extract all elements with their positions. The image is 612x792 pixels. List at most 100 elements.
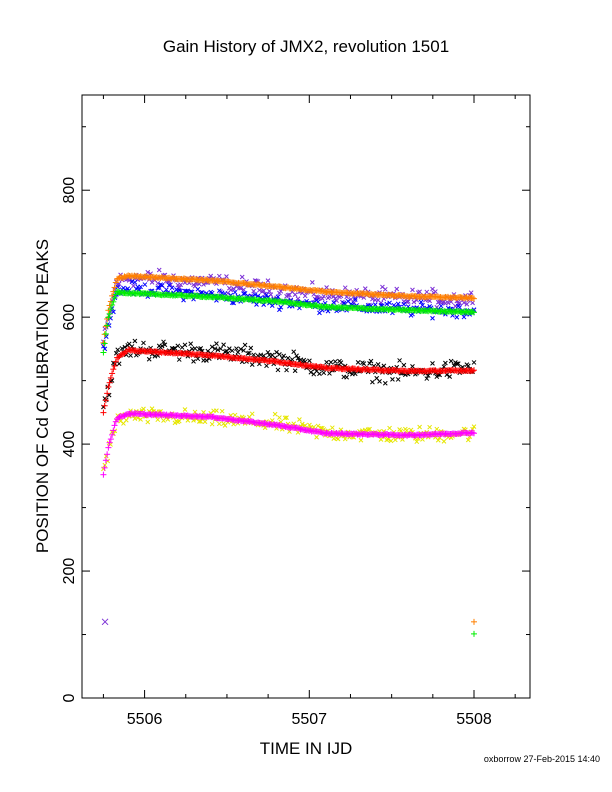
- data-point: [291, 349, 297, 355]
- data-point: [405, 299, 411, 304]
- data-point: [342, 285, 348, 291]
- footer-stamp: oxborrow 27-Feb-2015 14:40: [483, 754, 600, 764]
- data-point: [231, 286, 236, 292]
- data-point: [109, 302, 116, 309]
- data-point: [461, 300, 467, 306]
- data-point: [202, 419, 208, 425]
- data-point: [238, 285, 244, 291]
- data-point: [112, 358, 119, 365]
- data-point: [110, 427, 117, 434]
- data-point: [192, 346, 198, 351]
- data-point: [111, 363, 118, 370]
- data-point: [101, 464, 108, 471]
- data-point: [155, 280, 161, 286]
- data-point: [198, 290, 204, 296]
- data-point: [142, 282, 148, 287]
- data-point: [104, 322, 111, 329]
- data-point: [308, 369, 314, 375]
- data-point: [241, 348, 246, 353]
- data-point: [408, 427, 414, 433]
- data-point: [113, 350, 119, 356]
- data-point: [182, 342, 188, 348]
- data-point: [395, 301, 401, 307]
- data-point: [454, 361, 460, 367]
- data-point: [307, 422, 312, 428]
- data-point: [179, 415, 185, 421]
- data-point: [196, 281, 202, 287]
- data-point: [430, 360, 435, 366]
- data-point: [471, 309, 477, 316]
- data-point: [435, 299, 441, 305]
- data-point: [214, 341, 219, 347]
- data-point: [201, 282, 206, 287]
- data-point: [471, 618, 477, 625]
- data-point: [164, 287, 169, 293]
- data-point: [110, 298, 117, 305]
- data-point: [221, 342, 226, 348]
- data-point: [176, 357, 182, 362]
- data-point: [342, 436, 348, 442]
- data-point: [156, 267, 162, 273]
- data-point: [169, 285, 175, 291]
- data-point: [469, 295, 476, 302]
- data-point: [216, 421, 222, 427]
- data-point: [100, 471, 107, 478]
- data-point: [420, 302, 425, 308]
- data-point: [109, 431, 116, 438]
- data-point: [112, 418, 119, 425]
- data-point: [265, 349, 271, 355]
- y-tick-label: 200: [61, 558, 78, 585]
- data-point: [471, 424, 477, 429]
- data-point: [216, 288, 222, 294]
- data-point: [365, 427, 371, 432]
- data-point: [224, 274, 229, 279]
- data-point: [145, 419, 151, 425]
- data-point: [321, 370, 327, 376]
- data-point: [348, 296, 354, 302]
- data-point: [338, 360, 344, 365]
- data-point: [146, 356, 152, 362]
- data-point: [242, 342, 248, 348]
- data-point: [251, 288, 257, 294]
- data-point: [229, 348, 235, 354]
- data-point: [198, 346, 204, 351]
- data-point: [285, 292, 291, 298]
- data-point: [267, 288, 272, 294]
- data-point: [427, 424, 432, 430]
- data-point: [138, 284, 143, 290]
- data-point: [469, 368, 476, 375]
- data-point: [132, 279, 138, 285]
- data-point: [214, 408, 219, 413]
- data-point: [261, 353, 267, 359]
- axis-ticks: 0 200 400 600 800 5506 5507 5508: [61, 95, 530, 728]
- data-point: [395, 377, 401, 382]
- data-point: [398, 428, 404, 434]
- data-point: [115, 284, 121, 290]
- data-point: [435, 437, 441, 443]
- data-point: [141, 406, 146, 412]
- data-point: [110, 366, 117, 373]
- data-point: [461, 314, 467, 320]
- data-point: [455, 361, 461, 366]
- data-point: [215, 347, 221, 353]
- data-point: [212, 346, 218, 352]
- data-point: [252, 292, 258, 297]
- data-point: [277, 352, 282, 357]
- data-point: [195, 356, 201, 362]
- data-point: [119, 346, 125, 351]
- data-point: [100, 409, 107, 416]
- data-point: [454, 314, 460, 320]
- data-point: [171, 346, 176, 352]
- y-tick-label: 600: [61, 304, 78, 331]
- data-point: [334, 298, 339, 304]
- data-point: [404, 428, 410, 433]
- data-point: [410, 287, 415, 293]
- data-point: [375, 361, 381, 367]
- data-point: [226, 346, 232, 351]
- plot-frame: [81, 94, 531, 699]
- data-point: [417, 424, 422, 430]
- data-point: [418, 299, 424, 305]
- data-point: [109, 370, 116, 377]
- data-point: [249, 411, 255, 417]
- y-tick-label: 400: [61, 431, 78, 458]
